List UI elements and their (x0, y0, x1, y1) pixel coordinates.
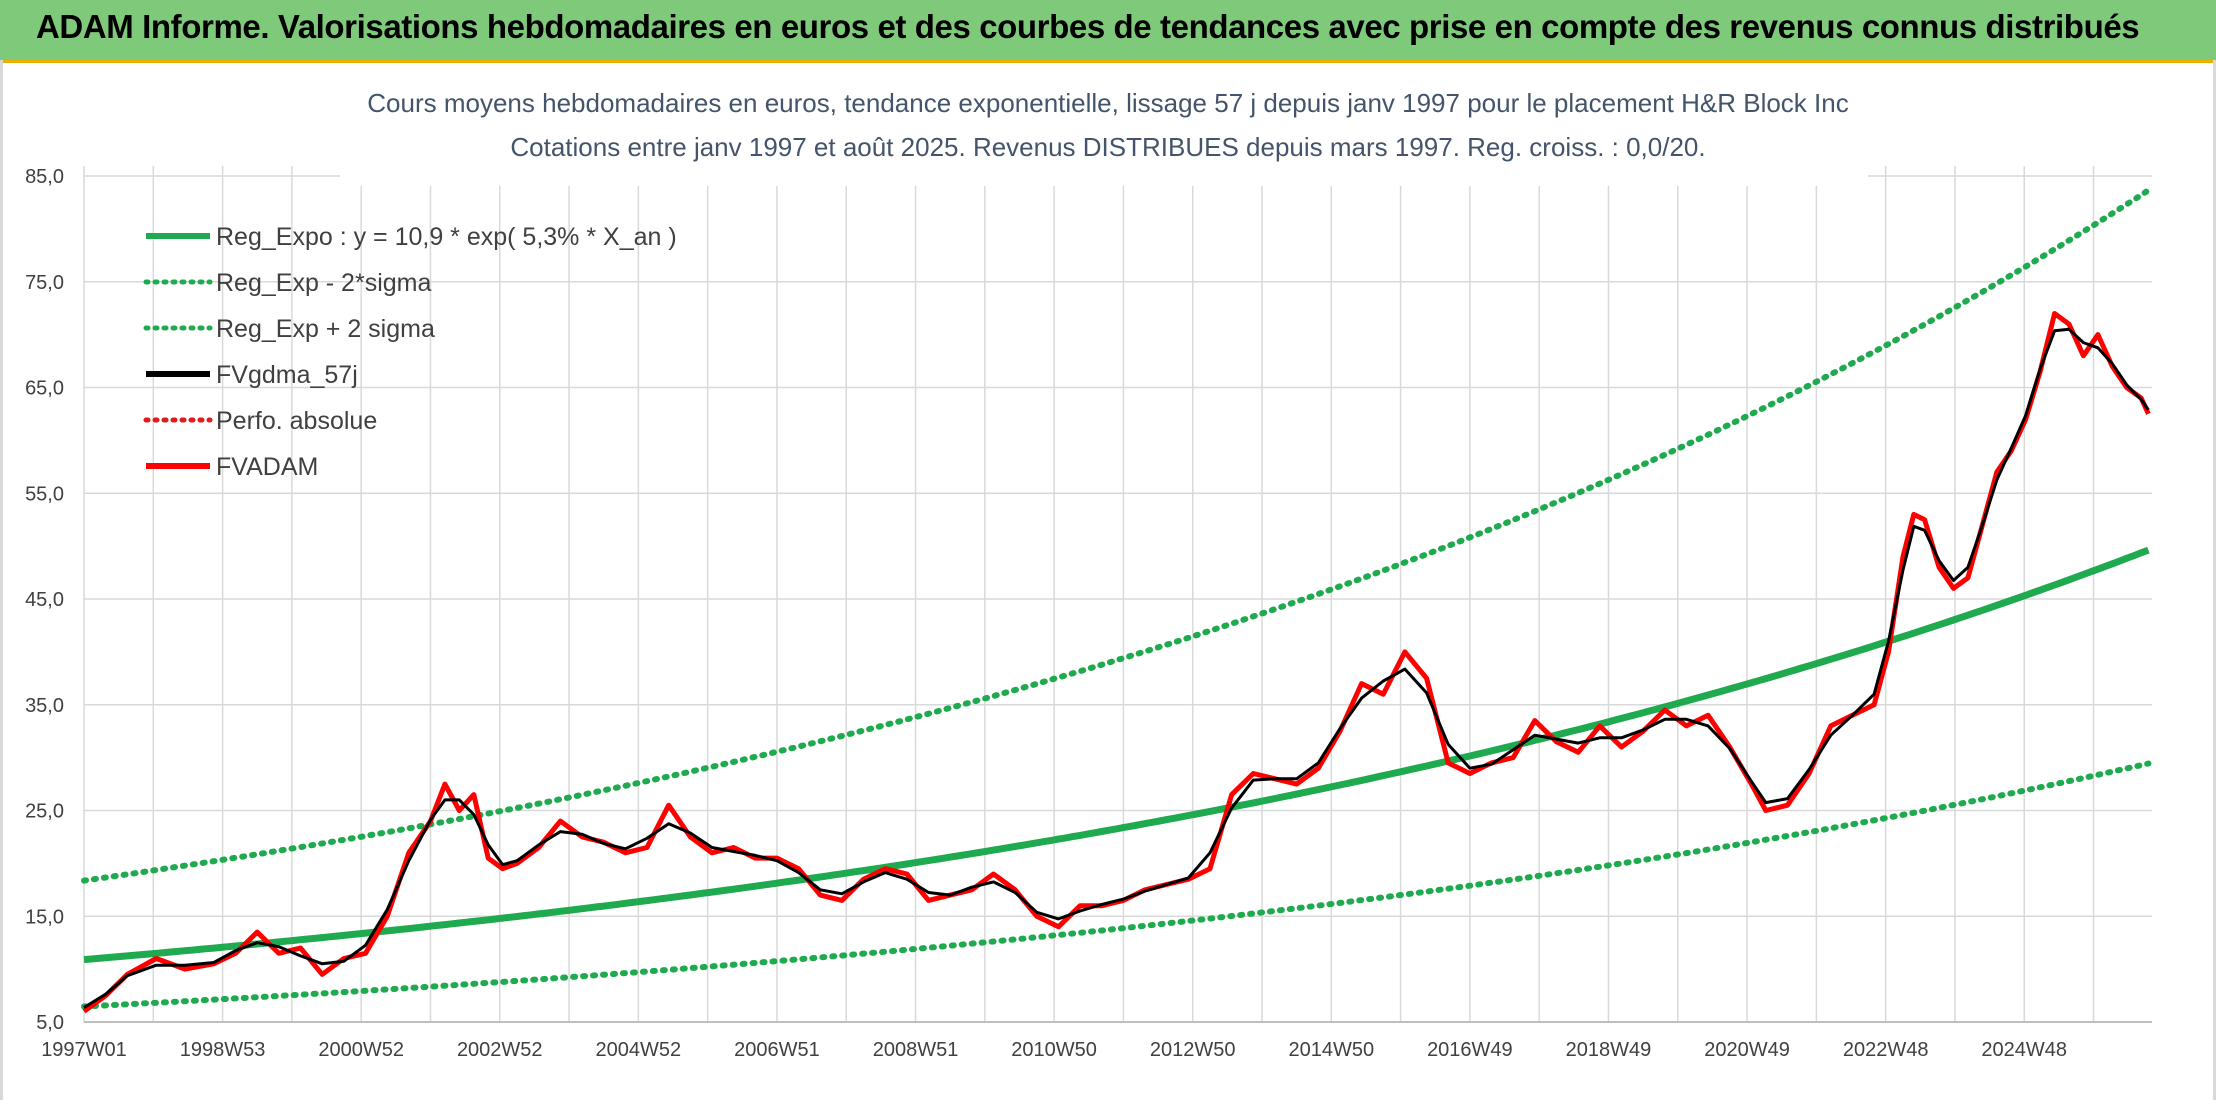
chart-subtitle: Cotations entre janv 1997 et août 2025. … (510, 132, 1705, 162)
legend-fvadam: FVADAM (146, 453, 318, 481)
x-tick-label: 2018W49 (1566, 1039, 1652, 1061)
reg-expo-line (83, 546, 2150, 964)
legend-fvgdma: FVgdma_57j (146, 361, 358, 389)
fvgdma-57j-line (83, 327, 2150, 1009)
x-tick-label: 2010W50 (1011, 1039, 1097, 1061)
left-border (0, 60, 3, 1100)
legend-label: Perfo. absolue (216, 407, 377, 435)
legend-label: FVADAM (216, 453, 318, 481)
y-tick-label: 65,0 (25, 378, 64, 400)
x-tick-label: 1997W01 (41, 1039, 127, 1061)
legend-reg-expo: Reg_Expo : y = 10,9 * exp( 5,3% * X_an ) (146, 223, 677, 251)
grid (83, 166, 2152, 1023)
y-axis: 5,0 15,0 25,0 35,0 45,0 55,0 65,0 75,0 85,0 (25, 166, 64, 1034)
y-tick-label: 5,0 (36, 1012, 64, 1034)
x-tick-label: 2002W52 (457, 1039, 543, 1061)
legend: Reg_Expo : y = 10,9 * exp( 5,3% * X_an )… (143, 223, 677, 481)
chart-area: Cours moyens hebdomadaires en euros, ten… (25, 74, 2152, 1061)
y-tick-label: 45,0 (25, 589, 64, 611)
fvadam-line (82, 311, 2151, 1014)
y-tick-label: 55,0 (25, 483, 64, 505)
legend-reg-exp-minus: Reg_Exp - 2*sigma (143, 269, 431, 297)
right-border (2213, 60, 2216, 1100)
y-tick-label: 15,0 (25, 906, 64, 928)
legend-label: Reg_Exp + 2 sigma (216, 315, 435, 343)
legend-label: Reg_Exp - 2*sigma (216, 269, 431, 297)
reg-exp-minus-2sigma-line (81, 760, 2152, 1010)
legend-label: Reg_Expo : y = 10,9 * exp( 5,3% * X_an ) (216, 223, 677, 251)
x-tick-label: 2012W50 (1150, 1039, 1236, 1061)
x-tick-label: 2020W49 (1704, 1039, 1790, 1061)
legend-reg-exp-plus: Reg_Exp + 2 sigma (143, 315, 435, 343)
header-bar: ADAM Informe. Valorisations hebdomadaire… (0, 0, 2216, 63)
y-tick-label: 85,0 (25, 166, 64, 188)
x-tick-label: 2004W52 (596, 1039, 682, 1061)
x-tick-label: 2008W51 (873, 1039, 959, 1061)
x-tick-label: 2024W48 (1981, 1039, 2067, 1061)
x-tick-label: 2014W50 (1288, 1039, 1374, 1061)
x-tick-label: 2016W49 (1427, 1039, 1513, 1061)
x-tick-label: 1998W53 (180, 1039, 266, 1061)
x-tick-label: 2006W51 (734, 1039, 820, 1061)
y-tick-label: 35,0 (25, 695, 64, 717)
chart-title: Cours moyens hebdomadaires en euros, ten… (367, 88, 1848, 118)
y-tick-label: 75,0 (25, 272, 64, 294)
title-backdrop (340, 74, 1868, 186)
x-tick-label: 2022W48 (1843, 1039, 1929, 1061)
legend-label: FVgdma_57j (216, 361, 358, 389)
y-tick-label: 25,0 (25, 801, 64, 823)
plot-series (81, 187, 2152, 1014)
x-tick-label: 2000W52 (318, 1039, 404, 1061)
legend-perfo-absolue: Perfo. absolue (143, 407, 377, 435)
page-title: ADAM Informe. Valorisations hebdomadaire… (36, 8, 2140, 45)
x-axis: 1997W01 1998W53 2000W52 2002W52 2004W52 2006W… (41, 1021, 2152, 1061)
